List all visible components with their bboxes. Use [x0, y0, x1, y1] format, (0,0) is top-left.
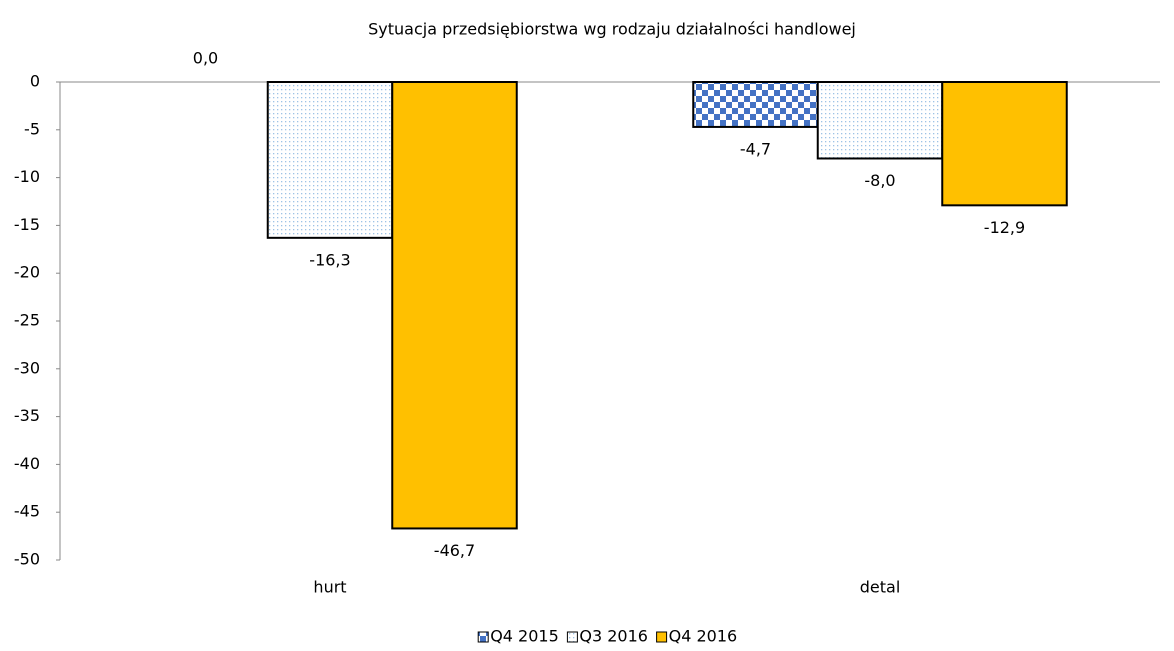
legend-label: Q4 2015 [490, 627, 559, 646]
value-label: -4,7 [740, 139, 771, 158]
bar [391, 81, 518, 530]
y-tick-label: -40 [14, 454, 40, 473]
bar [266, 81, 394, 239]
value-label: -16,3 [309, 250, 350, 269]
y-tick-label: -10 [14, 167, 40, 186]
x-tick-label: detal [860, 578, 901, 597]
y-tick-label: -30 [14, 358, 40, 377]
bar [816, 81, 944, 160]
chart-title: Sytuacja przedsiębiorstwa wg rodzaju dzi… [368, 20, 856, 39]
value-label: 0,0 [193, 49, 218, 68]
legend-swatch [656, 631, 668, 643]
y-tick-label: -50 [14, 550, 40, 569]
value-label: -12,9 [984, 218, 1025, 237]
legend-swatch [566, 631, 578, 643]
x-tick-label: hurt [313, 578, 346, 597]
legend-label: Q3 2016 [579, 627, 648, 646]
value-label: -46,7 [434, 541, 475, 560]
legend-swatch [477, 631, 489, 643]
y-tick-label: -45 [14, 502, 40, 521]
y-tick-label: -20 [14, 263, 40, 282]
y-tick-label: -15 [14, 215, 40, 234]
bar [941, 81, 1068, 207]
y-tick-label: -5 [24, 119, 40, 138]
y-tick-label: -35 [14, 406, 40, 425]
y-tick-label: 0 [30, 72, 40, 91]
value-label: -8,0 [864, 171, 895, 190]
bar [692, 81, 819, 128]
y-tick-label: -25 [14, 311, 40, 330]
legend-label: Q4 2016 [669, 627, 738, 646]
